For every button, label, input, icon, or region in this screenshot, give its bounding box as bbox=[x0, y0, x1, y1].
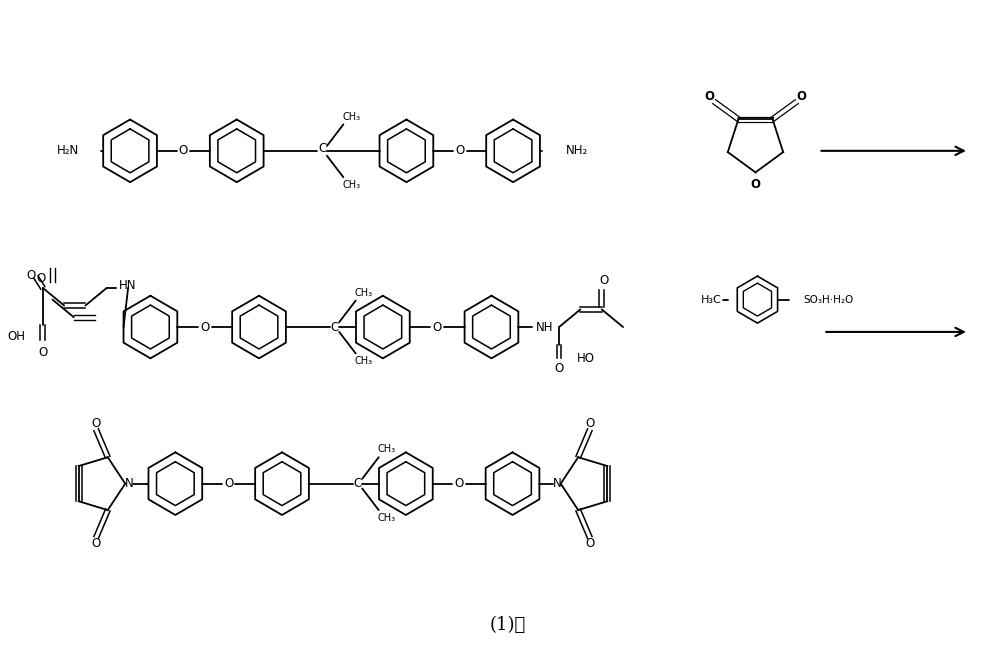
Text: CH₃: CH₃ bbox=[354, 356, 373, 367]
Text: O: O bbox=[224, 477, 233, 490]
Text: O: O bbox=[179, 145, 188, 157]
Text: OH: OH bbox=[7, 330, 25, 344]
Text: O: O bbox=[36, 271, 45, 284]
Text: CH₃: CH₃ bbox=[342, 112, 360, 122]
Text: CH₃: CH₃ bbox=[342, 180, 360, 190]
Text: O: O bbox=[433, 321, 442, 334]
Text: C: C bbox=[353, 477, 361, 490]
Text: NH₂: NH₂ bbox=[566, 145, 588, 157]
Text: N: N bbox=[552, 477, 561, 490]
Text: HN: HN bbox=[118, 279, 136, 292]
Text: O: O bbox=[750, 177, 760, 191]
Text: O: O bbox=[554, 361, 564, 374]
Text: N: N bbox=[125, 477, 133, 490]
Text: NH: NH bbox=[536, 321, 553, 334]
Text: O: O bbox=[200, 321, 209, 334]
Text: (1)。: (1)。 bbox=[490, 616, 526, 634]
Text: O: O bbox=[797, 90, 807, 103]
Text: CH₃: CH₃ bbox=[377, 444, 396, 455]
Text: CH₃: CH₃ bbox=[354, 288, 373, 298]
Text: O: O bbox=[27, 269, 36, 282]
Text: O: O bbox=[91, 417, 101, 430]
Text: O: O bbox=[455, 477, 464, 490]
Text: O: O bbox=[599, 273, 608, 286]
Text: HO: HO bbox=[577, 352, 595, 365]
Text: CH₃: CH₃ bbox=[377, 513, 396, 523]
Text: H₃C: H₃C bbox=[701, 294, 722, 305]
Text: C: C bbox=[318, 143, 326, 155]
Text: O: O bbox=[38, 346, 47, 359]
Text: O: O bbox=[455, 145, 464, 157]
Text: C: C bbox=[330, 321, 339, 334]
Text: O: O bbox=[585, 417, 594, 430]
Text: H₂N: H₂N bbox=[57, 145, 79, 157]
Text: SO₃H·H₂O: SO₃H·H₂O bbox=[803, 294, 853, 305]
Text: O: O bbox=[585, 537, 594, 550]
Text: O: O bbox=[704, 90, 714, 103]
Text: O: O bbox=[91, 537, 101, 550]
